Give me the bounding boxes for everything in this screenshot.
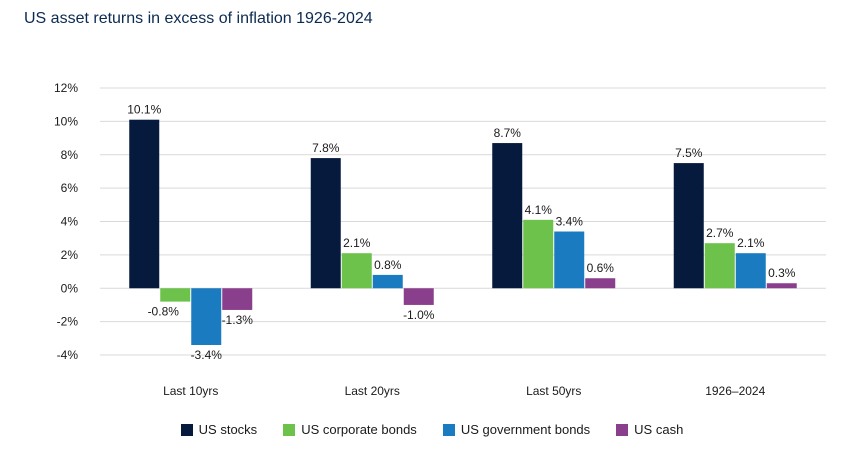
- y-tick-label: 8%: [61, 148, 79, 162]
- legend-item: US government bonds: [442, 422, 591, 437]
- data-label: -3.4%: [191, 348, 223, 362]
- legend-item: US corporate bonds: [283, 422, 417, 437]
- y-tick-label: 12%: [54, 81, 78, 95]
- bar: [310, 158, 341, 289]
- y-tick-label: 6%: [61, 181, 79, 195]
- legend-item: US cash: [616, 422, 683, 437]
- legend-swatch: [616, 423, 629, 436]
- data-label: -1.0%: [403, 308, 435, 322]
- bar: [673, 163, 704, 289]
- y-tick-label: 10%: [54, 114, 78, 128]
- bar: [160, 288, 191, 302]
- bar: [129, 119, 160, 289]
- data-label: 0.3%: [768, 266, 796, 280]
- chart-title: US asset returns in excess of inflation …: [24, 10, 373, 27]
- bar: [766, 283, 797, 289]
- y-tick-label: 0%: [61, 281, 79, 295]
- data-label: 0.6%: [587, 261, 615, 275]
- bar: [372, 274, 403, 289]
- chart-legend: US stocks US corporate bonds US government…: [0, 422, 864, 437]
- bar: [403, 288, 434, 305]
- bar: [704, 243, 735, 289]
- bar: [191, 288, 222, 345]
- bar: [735, 253, 766, 289]
- data-label: 7.5%: [675, 146, 703, 160]
- data-label: 4.1%: [525, 203, 553, 217]
- bar: [341, 253, 372, 289]
- legend-item: US stocks: [180, 422, 258, 437]
- data-label: 7.8%: [312, 141, 340, 155]
- y-tick-label: -4%: [57, 348, 79, 362]
- bar: [554, 231, 585, 289]
- data-label: -1.3%: [222, 313, 254, 327]
- data-label: 10.1%: [127, 103, 161, 117]
- legend-label: US stocks: [198, 422, 258, 437]
- data-label: 0.8%: [374, 258, 402, 272]
- y-tick-label: 4%: [61, 215, 79, 229]
- data-label: 8.7%: [494, 126, 522, 140]
- legend-swatch: [180, 423, 193, 436]
- legend-label: US government bonds: [460, 422, 591, 437]
- data-label: 2.1%: [737, 236, 765, 250]
- bar: [492, 143, 523, 289]
- bar: [585, 278, 616, 289]
- data-label: 2.7%: [706, 226, 734, 240]
- bar: [523, 219, 554, 289]
- x-category-label: 1926–2024: [705, 384, 765, 398]
- data-label: 2.1%: [343, 236, 371, 250]
- bar-chart: -4% -2% 0% 2% 4% 6% 8% 10% 12% 10.1% -0.8% -3.4% -1.…: [54, 81, 826, 398]
- legend-label: US cash: [634, 422, 684, 437]
- data-label: 3.4%: [556, 215, 584, 229]
- legend-label: US corporate bonds: [301, 422, 417, 437]
- legend-swatch: [442, 423, 455, 436]
- data-label: -0.8%: [148, 305, 180, 319]
- legend-swatch: [283, 423, 296, 436]
- x-category-label: Last 20yrs: [345, 384, 400, 398]
- x-category-label: Last 50yrs: [526, 384, 581, 398]
- x-category-label: Last 10yrs: [163, 384, 218, 398]
- y-tick-label: 2%: [61, 248, 79, 262]
- y-tick-label: -2%: [57, 315, 79, 329]
- bar: [222, 288, 253, 310]
